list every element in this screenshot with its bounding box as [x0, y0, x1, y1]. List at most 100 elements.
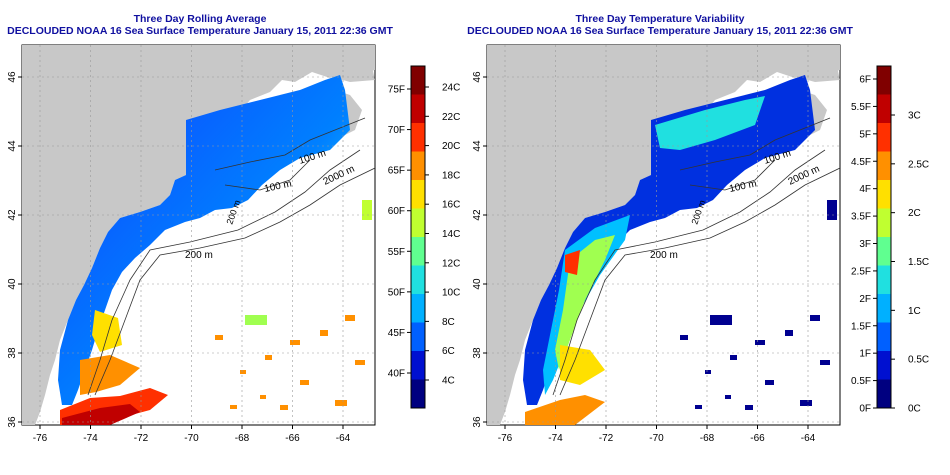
left-colorbar-right-label: 20C	[442, 141, 460, 152]
right-colorbar-segment	[877, 151, 891, 181]
right-y-tick-label: 42	[472, 209, 483, 221]
left-colorbar-segment	[411, 322, 425, 352]
left-x-tick-label: -76	[33, 433, 48, 444]
right-colorbar-segment	[877, 351, 891, 380]
left-y-tick-label: 42	[7, 209, 18, 221]
right-colorbar-left-label: 4F	[859, 184, 871, 195]
left-colorbar-left-label: 55F	[388, 247, 405, 258]
left-colorbar-right-label: 22C	[442, 112, 460, 123]
left-x-tick-label: -64	[336, 433, 351, 444]
left-colorbar-segment	[411, 180, 425, 209]
left-colorbar-segment	[411, 294, 425, 323]
left-colorbar-segment	[411, 66, 425, 95]
right-colorbar-right-label: 0C	[908, 404, 921, 415]
left-colorbar-left-label: 60F	[388, 206, 405, 217]
left-colorbar-left-label: 40F	[388, 369, 405, 380]
left-y-tick-label: 46	[7, 71, 18, 83]
left-colorbar-right-label: 6C	[442, 346, 455, 357]
right-colorbar-segment	[877, 237, 891, 266]
left-map: 100 m 100 m 200 m 200 m 2000 m -76 -74 -72…	[7, 44, 376, 444]
right-x-tick-label: -76	[498, 433, 513, 444]
left-colorbar-right-label: 4C	[442, 376, 455, 387]
right-colorbar-right-label: 1C	[908, 306, 921, 317]
right-map-subtitle: DECLOUDED NOAA 16 Sea Surface Temperatur…	[467, 25, 853, 37]
left-sst-offshore-patches	[215, 315, 365, 410]
left-map-title: Three Day Rolling Average	[133, 13, 267, 25]
left-x-tick-label: -74	[83, 433, 98, 444]
left-colorbar-segment	[411, 208, 425, 238]
left-y-tick-label: 38	[7, 347, 18, 359]
left-colorbar-right-label: 14C	[442, 229, 460, 240]
right-colorbar-left-label: 1F	[859, 349, 871, 360]
left-map-subtitle: DECLOUDED NOAA 16 Sea Surface Temperatur…	[7, 25, 393, 37]
right-colorbar-segment	[877, 208, 891, 238]
left-x-tick-label: -66	[285, 433, 300, 444]
right-colorbar-right-label: 2C	[908, 208, 921, 219]
left-colorbar-right-label: 18C	[442, 170, 460, 181]
left-y-tick-label: 44	[7, 140, 18, 152]
right-colorbar-right-label: 2.5C	[908, 159, 929, 170]
left-colorbar-left-label: 65F	[388, 166, 405, 177]
right-y-tick-label: 36	[472, 416, 483, 428]
right-colorbar-left-label: 0.5F	[851, 376, 871, 387]
right-colorbar-left-label: 2.5F	[851, 266, 871, 277]
left-colorbar-segment	[411, 265, 425, 295]
right-colorbar-left-label: 3.5F	[851, 212, 871, 223]
right-y-tick-label: 40	[472, 278, 483, 290]
left-colorbar-right-label: 8C	[442, 317, 455, 328]
left-colorbar-right-label: 10C	[442, 288, 460, 299]
right-map: 100 m 100 m 200 m 200 m 2000 m -76 -74 -72…	[472, 44, 841, 444]
right-colorbar-right-label: 0.5C	[908, 355, 929, 366]
left-colorbar-right-label: 16C	[442, 200, 460, 211]
right-colorbar-left-label: 2F	[859, 294, 871, 305]
left-colorbar: 75F 70F 65F 60F 55F 50F 45F 40F 24C 22C 20C 18C 16C 1…	[388, 65, 460, 409]
right-x-tick-label: -66	[750, 433, 765, 444]
left-y-tick-label: 40	[7, 278, 18, 290]
left-colorbar-segment	[411, 351, 425, 380]
left-colorbar-left-label: 45F	[388, 328, 405, 339]
left-colorbar-right-label: 24C	[442, 83, 460, 94]
right-colorbar-left-label: 3F	[859, 239, 871, 250]
left-colorbar-segment	[411, 123, 425, 152]
left-x-tick-label: -68	[235, 433, 250, 444]
right-map-title: Three Day Temperature Variability	[575, 13, 745, 25]
right-colorbar-left-label: 5.5F	[851, 102, 871, 113]
right-colorbar-segment	[877, 94, 891, 124]
right-x-tick-label: -64	[801, 433, 816, 444]
right-colorbar-segment	[877, 265, 891, 295]
right-x-tick-label: -70	[649, 433, 664, 444]
right-colorbar-left-label: 1.5F	[851, 321, 871, 332]
right-y-tick-label: 46	[472, 71, 483, 83]
right-y-tick-label: 38	[472, 347, 483, 359]
left-x-tick-label: -72	[134, 433, 149, 444]
right-land	[487, 45, 840, 425]
left-sst-gulf-stream	[80, 355, 140, 395]
left-colorbar-segment	[411, 237, 425, 266]
right-colorbar-left-label: 4.5F	[851, 157, 871, 168]
left-colorbar-left-label: 50F	[388, 287, 405, 298]
left-colorbar-segment	[411, 94, 425, 124]
right-variability-offshore-patches	[680, 200, 837, 410]
right-x-tick-label: -72	[599, 433, 614, 444]
left-colorbar-segment	[411, 379, 425, 409]
right-colorbar-segment	[877, 123, 891, 152]
left-y-tick-label: 36	[7, 416, 18, 428]
right-variability-field	[523, 75, 815, 405]
left-land	[22, 45, 375, 425]
right-colorbar-left-label: 6F	[859, 75, 871, 86]
right-colorbar-segment	[877, 322, 891, 352]
right-colorbar-left-label: 5F	[859, 129, 871, 140]
right-y-tick-label: 44	[472, 140, 483, 152]
left-colorbar-left-label: 70F	[388, 125, 405, 136]
left-colorbar-left-label: 75F	[388, 85, 405, 96]
left-colorbar-right-label: 12C	[442, 258, 460, 269]
right-colorbar: 6F 5.5F 5F 4.5F 4F 3.5F 3F 2.5F 2F 1.5F 1F 0.5F 0F 3C…	[851, 65, 929, 415]
right-colorbar-segment	[877, 379, 891, 409]
left-colorbar-segment	[411, 151, 425, 181]
right-colorbar-segment	[877, 180, 891, 209]
right-colorbar-left-label: 0F	[859, 404, 871, 415]
right-colorbar-segment	[877, 294, 891, 323]
right-x-tick-label: -74	[548, 433, 563, 444]
left-contour-label-3: 200 m	[185, 250, 213, 261]
right-x-tick-label: -68	[700, 433, 715, 444]
